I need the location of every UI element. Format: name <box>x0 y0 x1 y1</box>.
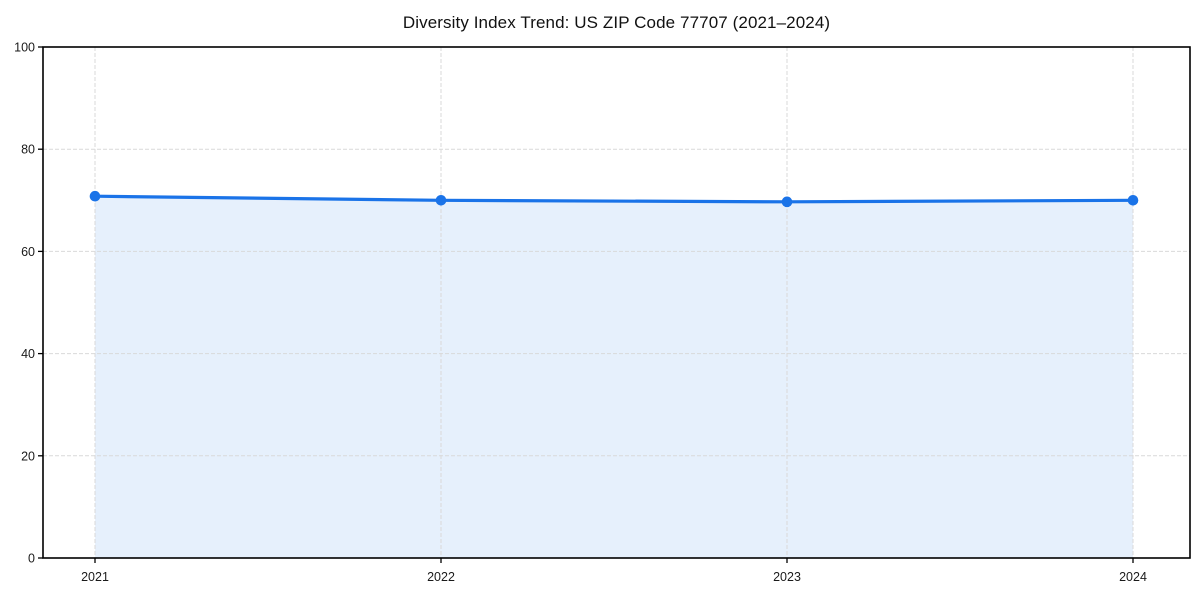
y-tick-label: 80 <box>21 143 35 157</box>
y-tick-label: 60 <box>21 245 35 259</box>
trend-line <box>93 194 1135 204</box>
y-tick-label: 40 <box>21 347 35 361</box>
y-tick-label: 0 <box>28 552 35 566</box>
data-point-2023 <box>781 196 793 208</box>
data-point-2021 <box>89 190 101 202</box>
x-tick-label: 2021 <box>81 570 109 584</box>
chart-title: Diversity Index Trend: US ZIP Code 77707… <box>402 13 831 32</box>
y-tick-label: 20 <box>21 449 35 463</box>
x-tick-label: 2024 <box>1119 570 1147 584</box>
x-tick-label: 2023 <box>773 570 801 584</box>
area-fill <box>95 196 1133 558</box>
x-tick-label: 2022 <box>427 570 455 584</box>
axes-spines <box>42 46 1191 559</box>
data-point-2024 <box>1127 195 1139 206</box>
data-point-2022 <box>435 195 447 206</box>
y-tick-label: 100 <box>14 41 35 55</box>
